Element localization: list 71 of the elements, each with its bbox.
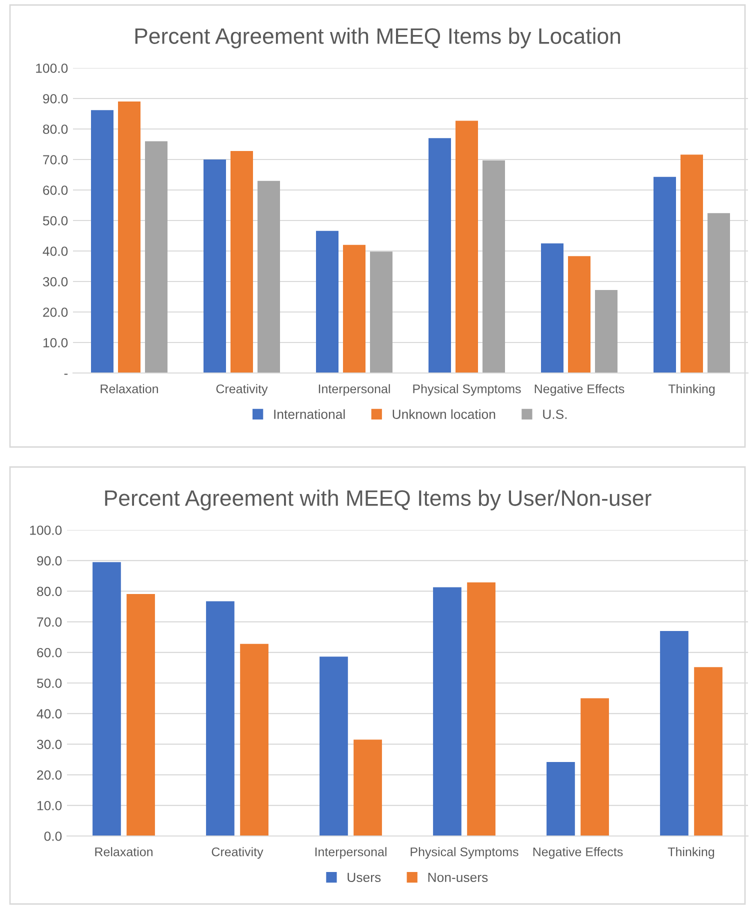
y-tick-label: 100.0 bbox=[30, 526, 62, 535]
bar bbox=[546, 762, 575, 836]
y-tick-label: 80.0 bbox=[37, 586, 62, 596]
bar bbox=[126, 594, 155, 836]
y-tick-label: 20.0 bbox=[37, 770, 62, 780]
y-tick-label: - bbox=[64, 374, 68, 375]
x-tick-label: Relaxation bbox=[95, 847, 152, 856]
x-tick-label: Physical Symptoms bbox=[410, 847, 518, 859]
bar bbox=[258, 180, 280, 373]
bar bbox=[595, 290, 618, 373]
bar bbox=[91, 110, 114, 373]
bar bbox=[370, 252, 392, 373]
legend-label: Users bbox=[348, 872, 381, 882]
y-tick-label: 30.0 bbox=[42, 277, 68, 286]
y-tick-label: 50.0 bbox=[42, 216, 68, 226]
bar bbox=[354, 740, 382, 836]
bar bbox=[467, 582, 496, 836]
x-tick-label: Thinking bbox=[668, 847, 714, 859]
bar bbox=[654, 176, 676, 373]
y-tick-label: 50.0 bbox=[36, 678, 62, 688]
bar bbox=[206, 601, 234, 836]
bar bbox=[541, 243, 564, 373]
bar bbox=[482, 160, 505, 373]
y-tick-label: 10.0 bbox=[37, 800, 62, 810]
y-tick-label: 60.0 bbox=[43, 186, 68, 195]
y-tick-label: 30.0 bbox=[36, 740, 62, 750]
chart-title: Percent Agreement with MEEQ Items by User/Non-user bbox=[105, 490, 652, 510]
y-tick-label: 100.0 bbox=[36, 64, 68, 73]
legend-label: Unknown location bbox=[392, 409, 496, 419]
y-tick-label: 0.0 bbox=[44, 832, 62, 841]
x-tick-label: Interpersonal bbox=[315, 847, 386, 859]
bar bbox=[568, 256, 590, 373]
y-tick-label: 40.0 bbox=[42, 246, 68, 256]
bar bbox=[316, 230, 338, 373]
y-tick-label: 40.0 bbox=[36, 709, 62, 719]
y-tick-label: 60.0 bbox=[37, 648, 62, 658]
bar bbox=[660, 630, 688, 836]
x-tick-label: Creativity bbox=[212, 847, 264, 859]
y-tick-label: 90.0 bbox=[43, 94, 68, 104]
x-tick-label: Creativity bbox=[216, 384, 268, 396]
legend-label: International bbox=[274, 409, 345, 419]
y-tick-label: 70.0 bbox=[37, 617, 62, 627]
bar bbox=[428, 138, 451, 373]
y-tick-label: 70.0 bbox=[43, 155, 68, 164]
bar bbox=[118, 102, 140, 373]
bar bbox=[433, 587, 462, 836]
bar bbox=[320, 656, 348, 836]
bar bbox=[204, 160, 226, 373]
bar bbox=[145, 141, 168, 373]
x-tick-label: Negative Effects bbox=[533, 847, 623, 859]
y-tick-label: 80.0 bbox=[43, 124, 68, 134]
y-tick-label: 90.0 bbox=[37, 556, 62, 566]
bar bbox=[580, 698, 609, 836]
legend-label: U.S. bbox=[543, 410, 567, 419]
bar bbox=[92, 562, 121, 836]
bar bbox=[680, 154, 703, 373]
legend-label: Non-users bbox=[428, 872, 488, 882]
y-tick-label: 20.0 bbox=[43, 308, 68, 317]
bar bbox=[230, 150, 253, 373]
y-tick-label: 10.0 bbox=[43, 338, 68, 348]
bar bbox=[694, 667, 722, 836]
x-tick-label: Negative Effects bbox=[534, 384, 624, 396]
bar bbox=[708, 213, 730, 373]
bar bbox=[343, 244, 366, 373]
bar bbox=[456, 120, 478, 373]
x-tick-label: Physical Symptoms bbox=[413, 384, 521, 396]
bar bbox=[240, 644, 268, 836]
x-tick-label: Relaxation bbox=[100, 384, 158, 394]
chart-title: Percent Agreement with MEEQ Items by Location bbox=[135, 28, 620, 48]
x-tick-label: Interpersonal bbox=[318, 384, 390, 396]
x-tick-label: Thinking bbox=[668, 384, 715, 396]
